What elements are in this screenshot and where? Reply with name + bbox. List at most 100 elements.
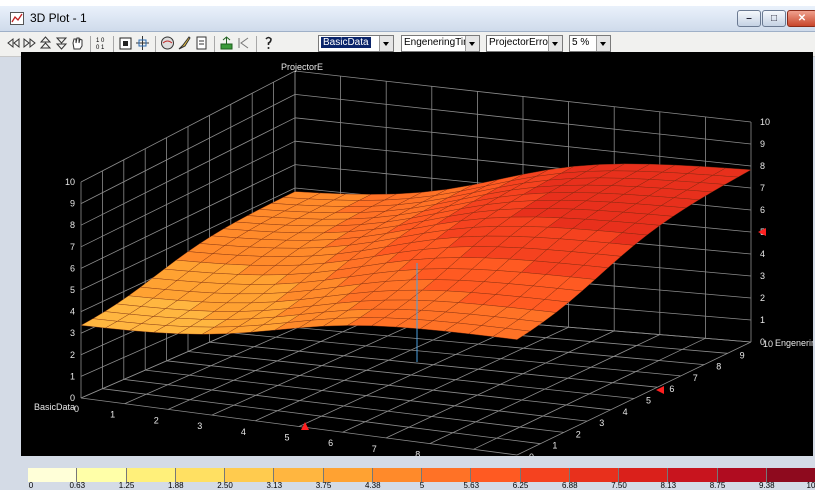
z-tick-left: 3 xyxy=(70,328,75,338)
brush-icon[interactable] xyxy=(177,35,192,51)
z-tick-right: 10 xyxy=(760,117,770,127)
basicdata-combo[interactable]: BasicData xyxy=(318,35,394,52)
legend-label: 9.38 xyxy=(758,481,775,490)
percent-combo[interactable]: 5 % xyxy=(569,35,611,52)
chevron-down-icon[interactable] xyxy=(465,36,479,51)
grid-line xyxy=(473,337,706,450)
legend-color-cell xyxy=(274,468,324,482)
legend-label: 8.75 xyxy=(709,481,726,490)
maximize-button[interactable]: □ xyxy=(762,10,786,27)
chevron-down-icon[interactable] xyxy=(548,36,562,51)
x-tick: 5 xyxy=(284,433,289,443)
legend-label: 6.25 xyxy=(512,481,529,490)
legend-color-cell xyxy=(372,468,422,482)
grid-line xyxy=(252,323,705,365)
y-tick: 4 xyxy=(623,407,628,417)
z-tick-left: 1 xyxy=(70,371,75,381)
x-tick: 6 xyxy=(328,438,333,448)
chevron-down-icon[interactable] xyxy=(596,36,610,51)
legend-label: 5.63 xyxy=(463,481,480,490)
crosshair-icon[interactable] xyxy=(135,35,150,51)
toolbar-separator xyxy=(214,36,215,52)
grid-line xyxy=(386,330,615,439)
title-bar[interactable]: 3D Plot - 1 – □ ✕ xyxy=(0,6,815,32)
3d-surface-plot[interactable]: 0123456789100123456789100123456789100123… xyxy=(21,52,815,471)
legend-label: 3.13 xyxy=(266,481,283,490)
x-tick: 7 xyxy=(372,444,377,454)
z-tick-left: 0 xyxy=(70,393,75,403)
legend-label: 0 xyxy=(28,481,34,490)
engineeringtime-combo-value: EngeneringTime xyxy=(404,37,478,48)
legend-color-cell xyxy=(766,468,815,482)
svg-text:0 1: 0 1 xyxy=(96,45,105,51)
z-tick-right: 6 xyxy=(760,205,765,215)
legend-label: 4.38 xyxy=(364,481,381,490)
z-tick-right: 4 xyxy=(760,249,765,259)
toolbar-separator xyxy=(256,36,257,52)
surface-icon[interactable] xyxy=(160,35,175,51)
legend-color-cell xyxy=(323,468,373,482)
x-tick: 9 xyxy=(459,455,464,456)
fit-icon[interactable] xyxy=(118,35,133,51)
y-tick: 6 xyxy=(669,384,674,394)
maximize-icon: □ xyxy=(770,13,778,24)
legend-label: 2.50 xyxy=(217,481,233,490)
z-tick-left: 4 xyxy=(70,307,75,317)
y-tick: 7 xyxy=(693,373,698,383)
toolbar-separator xyxy=(90,36,91,52)
engineeringtime-combo[interactable]: EngeneringTime xyxy=(401,35,480,52)
projectorerror-combo[interactable]: ProjectorError xyxy=(486,35,563,52)
plot-app-icon xyxy=(10,12,24,25)
x-tick: 1 xyxy=(110,410,115,420)
legend-color-cell xyxy=(225,468,275,482)
z-tick-left: 7 xyxy=(70,242,75,252)
y-axis-label: Engenerin xyxy=(775,338,813,348)
z-tick-left: 8 xyxy=(70,220,75,230)
grid-line xyxy=(342,326,569,433)
rotate-up-icon[interactable] xyxy=(38,35,53,51)
y-tick: 0 xyxy=(529,452,534,456)
legend-label: 3.75 xyxy=(315,481,332,490)
legend-color-cell xyxy=(422,468,472,482)
legend-color-cell xyxy=(471,468,521,482)
grid-line xyxy=(209,341,658,388)
color-scale-bar xyxy=(28,468,815,482)
swap-axes-icon[interactable]: 1 00 1 xyxy=(95,35,110,51)
legend-label: 1.88 xyxy=(167,481,184,490)
y-marker-icon xyxy=(656,386,664,394)
rotate-right-icon[interactable] xyxy=(22,35,37,51)
legend-color-cell xyxy=(77,468,127,482)
close-button[interactable]: ✕ xyxy=(787,10,815,27)
x-tick: 2 xyxy=(154,415,159,425)
y-tick: 8 xyxy=(716,362,721,372)
legend-label: 5 xyxy=(419,481,425,490)
minimize-button[interactable]: – xyxy=(737,10,761,27)
y-tick: 10 xyxy=(763,339,773,349)
export-icon[interactable] xyxy=(219,35,234,51)
legend-color-cell xyxy=(668,468,718,482)
x-tick: 3 xyxy=(197,421,202,431)
page-icon[interactable] xyxy=(194,35,209,51)
3d-plot-area[interactable]: 0123456789100123456789100123456789100123… xyxy=(21,52,815,471)
legend-color-cell xyxy=(126,468,176,482)
grid-line xyxy=(230,332,681,377)
legend-label: 8.13 xyxy=(660,481,677,490)
basicdata-combo-value: BasicData xyxy=(321,37,371,48)
surface-cell xyxy=(80,318,118,329)
pan-hand-icon[interactable] xyxy=(70,35,85,51)
rotate-left-icon[interactable] xyxy=(6,35,21,51)
z-tick-left: 2 xyxy=(70,350,75,360)
toolbar-separator xyxy=(155,36,156,52)
chevron-down-icon[interactable] xyxy=(379,36,393,51)
z-tick-right: 9 xyxy=(760,139,765,149)
x-tick: 8 xyxy=(415,450,420,456)
y-tick: 9 xyxy=(740,350,745,360)
rotate-down-icon[interactable] xyxy=(54,35,69,51)
first-icon[interactable] xyxy=(236,35,251,51)
legend-label: 7.50 xyxy=(611,481,627,490)
projectorerror-combo-value: ProjectorError xyxy=(489,37,552,48)
x-axis-label: BasicData xyxy=(34,402,75,412)
help-icon[interactable] xyxy=(261,35,276,51)
percent-combo-value: 5 % xyxy=(572,37,590,48)
y-tick: 1 xyxy=(552,441,557,451)
